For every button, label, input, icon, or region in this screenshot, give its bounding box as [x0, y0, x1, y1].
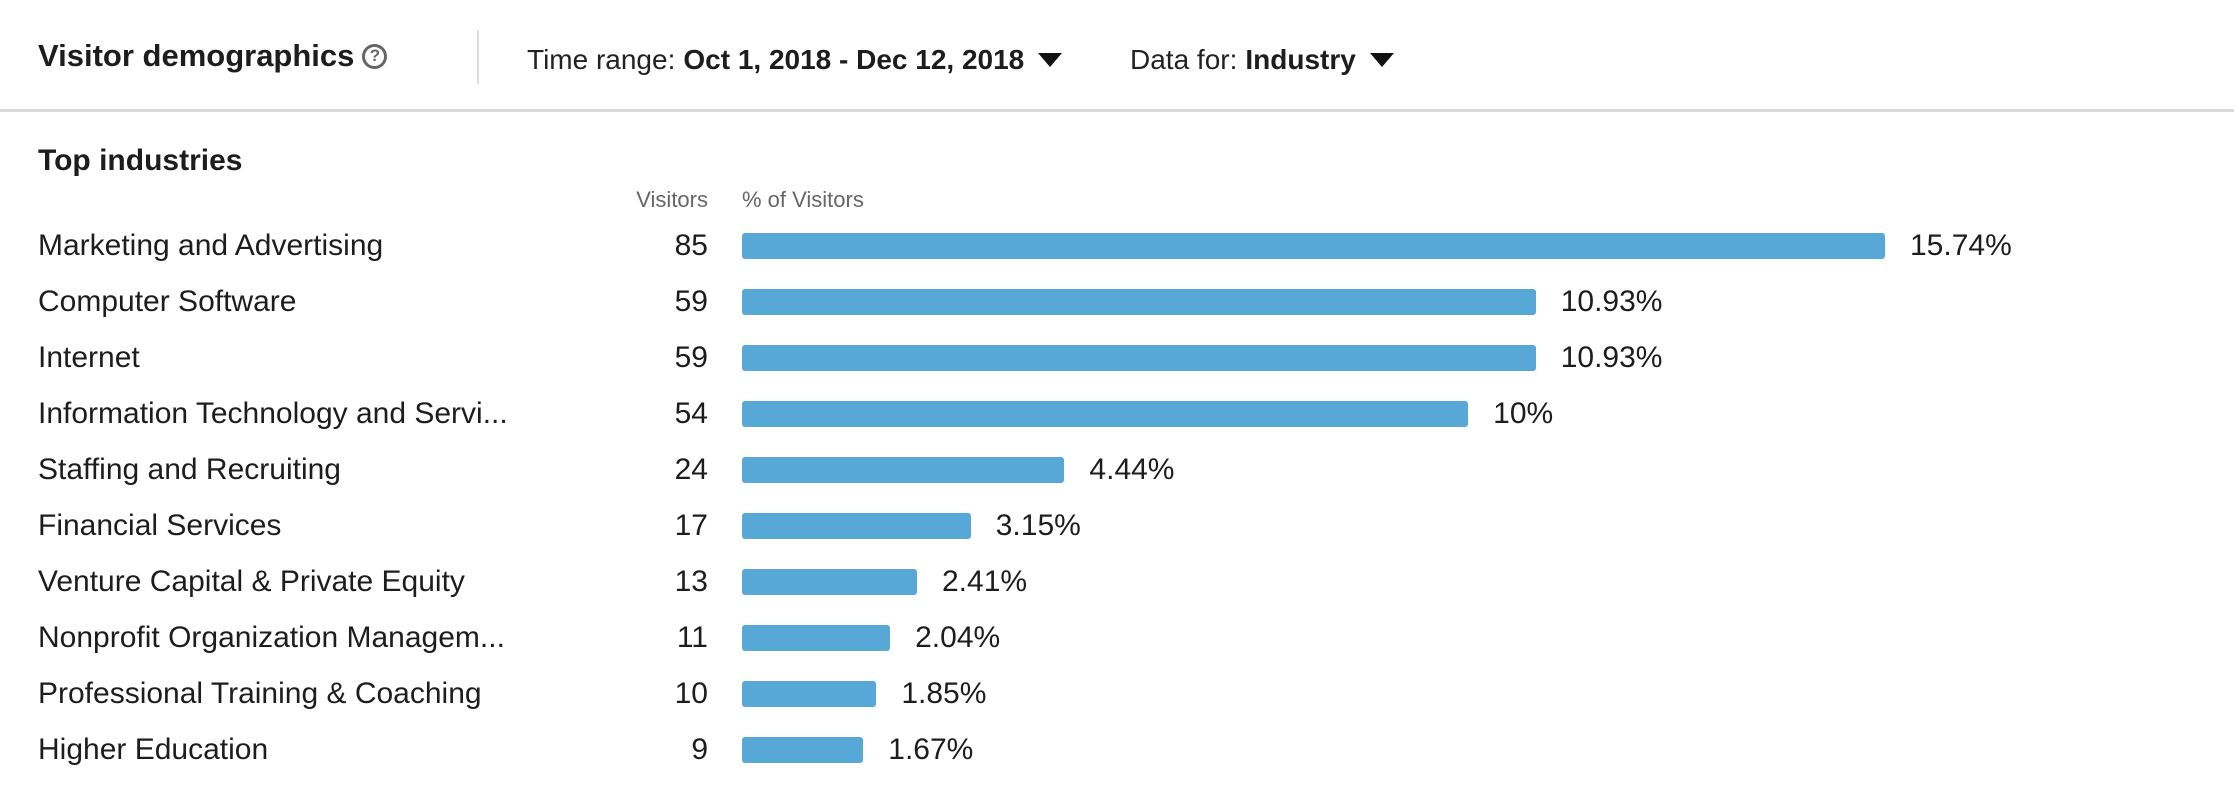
industry-name: Venture Capital & Private Equity: [38, 565, 465, 598]
industry-name: Staffing and Recruiting: [38, 453, 341, 486]
data-for-label: Data for:: [1130, 44, 1238, 75]
bar: [742, 681, 877, 707]
section-title: Top industries: [38, 144, 243, 177]
industry-name: Marketing and Advertising: [38, 229, 384, 262]
pct-label: 10.93%: [1560, 285, 1663, 318]
bar: [742, 625, 891, 651]
divider: [477, 30, 479, 84]
bar: [742, 737, 864, 763]
pct-label: 1.67%: [888, 733, 974, 766]
bar: [742, 233, 1885, 259]
table-row: Computer Software 59 10.93%: [0, 282, 2234, 322]
industry-name: Financial Services: [38, 509, 282, 542]
table-row: Financial Services 17 3.15%: [0, 506, 2234, 546]
bar: [742, 513, 971, 539]
industry-name: Computer Software: [38, 285, 297, 318]
table-row: Internet 59 10.93%: [0, 338, 2234, 378]
pct-label: 15.74%: [1910, 229, 2012, 262]
pct-label: 10%: [1493, 397, 1554, 430]
visitor-count: 24: [674, 453, 708, 486]
table-row: Marketing and Advertising 85 15.74%: [0, 226, 2234, 266]
visitor-count: 85: [674, 229, 708, 262]
visitor-count: 11: [676, 621, 708, 654]
pct-label: 10.93%: [1560, 341, 1663, 374]
visitor-count: 9: [691, 733, 708, 766]
pct-label: 2.04%: [915, 621, 1001, 654]
time-range-dropdown[interactable]: Time range: Oct 1, 2018 - Dec 12, 2018: [527, 44, 1063, 76]
caret-down-icon: [1369, 53, 1394, 67]
bar: [742, 457, 1065, 483]
table-row: Information Technology and Servi... 54 10%: [0, 394, 2234, 434]
table-row: Nonprofit Organization Managem... 11 2.04%: [0, 618, 2234, 658]
pct-label: 3.15%: [995, 509, 1081, 542]
pct-label: 1.85%: [901, 677, 987, 710]
visitor-count: 59: [674, 341, 708, 374]
title-text: Visitor demographics: [38, 38, 355, 73]
bar: [742, 289, 1536, 315]
bar: [742, 569, 917, 595]
bar: [742, 401, 1469, 427]
visitor-count: 10: [674, 677, 708, 710]
table-row: Professional Training & Coaching 10 1.85%: [0, 674, 2234, 714]
header: Visitor demographics ? Time range: Oct 1…: [0, 0, 2234, 112]
column-header-pct: % of Visitors: [742, 187, 864, 212]
pct-label: 2.41%: [942, 565, 1028, 598]
page-title: Visitor demographics ?: [38, 38, 388, 74]
data-for-value: Industry: [1245, 44, 1356, 75]
pct-label: 4.44%: [1089, 453, 1175, 486]
visitor-count: 13: [674, 565, 708, 598]
visitor-count: 59: [674, 285, 708, 318]
time-range-value: Oct 1, 2018 - Dec 12, 2018: [683, 44, 1025, 75]
table-row: Higher Education 9 1.67%: [0, 730, 2234, 770]
industry-name: Professional Training & Coaching: [38, 677, 482, 710]
column-header-visitors: Visitors: [636, 187, 708, 212]
bar: [742, 345, 1536, 371]
visitor-count: 54: [674, 397, 708, 430]
visitor-count: 17: [674, 509, 708, 542]
industry-name: Nonprofit Organization Managem...: [38, 621, 505, 654]
industry-name: Internet: [38, 341, 140, 374]
question-circle-icon[interactable]: ?: [362, 43, 388, 69]
industry-name: Information Technology and Servi...: [38, 397, 508, 430]
industry-name: Higher Education: [38, 733, 269, 766]
time-range-label: Time range:: [527, 44, 676, 75]
caret-down-icon: [1038, 53, 1063, 67]
data-for-dropdown[interactable]: Data for: Industry: [1130, 44, 1394, 76]
table-row: Staffing and Recruiting 24 4.44%: [0, 450, 2234, 490]
table-row: Venture Capital & Private Equity 13 2.41%: [0, 562, 2234, 602]
